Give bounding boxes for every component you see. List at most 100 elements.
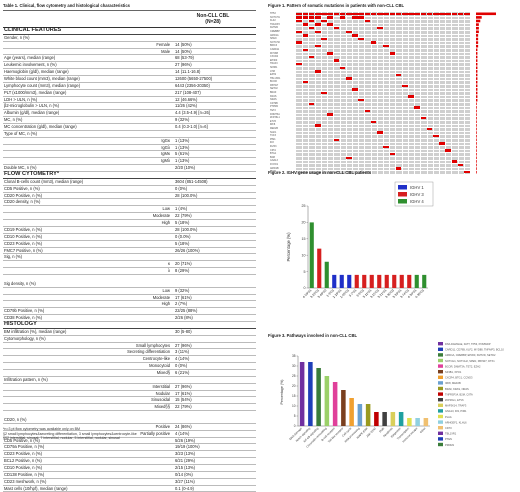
oncoprint-row-label: CREBBP [270,29,280,33]
table-row: Small lymphocytes 27 (96%) [3,343,256,350]
row-value: 5 (61%) [175,151,190,157]
mutation-cell [314,30,321,33]
legend-swatch [438,364,443,368]
row-label: CD23 Positive, n (%) [4,240,42,246]
table-row: β2-microglobulin > ULN, n (%) 11/26 (42%) [3,103,256,111]
oncoprint-col-divider [451,12,452,174]
oncoprint-col-divider [445,12,446,174]
oncoprint-col-divider [358,12,359,174]
mutation-cell [296,16,302,19]
row-label: Clonal B-cells count (mm3), median (rang… [4,178,84,184]
mutation-frequency-bar [476,113,477,116]
mutation-frequency-bar [476,66,478,70]
oncoprint-row-divider [296,58,470,60]
oncoprint-row-label: MEF2B [270,127,278,130]
row-label: Leukemic involvement, n (%) [4,62,57,68]
oncoprint-row-divider [296,148,470,150]
row-value: 5 (18%) [175,220,190,226]
table-section-header: CLINICAL FEATURES [3,27,256,35]
oncoprint-row-divider [296,94,470,96]
x-tick-label: 3-23*01 [309,288,320,299]
mutation-cell [352,88,358,91]
mutation-frequency-bar [476,106,477,109]
row-value: 1 (13%) [175,144,190,150]
legend-swatch [438,375,443,379]
oncoprint-row-label: IKZF3 [270,144,277,148]
table1: Non-CLL CBL (N=28) CLINICAL FEATURES Gend… [3,10,256,492]
row-label: Mast cells (10/hpf), median (range) [4,485,68,491]
mutation-frequency-bar [476,127,477,131]
y-tick-label: 0 [304,286,306,290]
row-label: CD10 Positive, n (%) [4,233,42,239]
oncoprint-row-divider [296,40,470,42]
oncoprint-row-label: FOXO1 [270,162,279,166]
table-row: CD23 meshwork, n (%) 3/27 (11%) [3,479,256,486]
mutation-cell [358,16,365,19]
mutation-cell [370,120,377,123]
oncoprint-col-divider [395,12,396,174]
row-value: 1 (13%) [175,158,190,164]
row-value: 5 (18%) [175,240,190,246]
oncoprint-row-label: EZH2 [270,73,277,77]
oncoprint-row-label: ARID1A [270,33,279,37]
row-value: 14 (50%) [175,41,192,47]
mutation-cell [321,19,327,23]
oncoprint-row-label: BTG1 [270,152,277,156]
table-row: Lymphocyte count (mm3), median (range) 64… [3,83,256,90]
table-row: λ 8 (29%) [3,268,256,275]
legend-swatch [438,409,443,413]
legend-swatch [438,403,443,407]
y-tick-label: 35 [292,354,296,358]
row-value: 8 (29%) [175,268,190,274]
mutation-cell [352,16,358,19]
y-tick-label: 5 [304,270,306,274]
oncoprint-row-divider [296,87,470,89]
bar [390,412,396,426]
mutation-frequency-bar [476,55,478,59]
table-row: CD23 Positive, n (%) 3/23 (13%) [3,451,256,459]
mutation-frequency-bar [476,156,477,160]
row-label: Nodular [155,390,170,396]
mutation-cell [346,30,352,33]
y-tick-label: 20 [292,384,296,388]
mutation-cell [308,27,315,30]
row-value: 217 (108-407) [175,89,201,95]
mutation-frequency-bar [476,41,479,44]
oncoprint-row-divider [296,138,470,139]
mutation-cell [420,12,427,15]
row-value: 6 (21%) [175,369,190,375]
row-value: 24 (86%) [175,423,192,429]
bar [374,412,379,426]
mutation-frequency-bar [476,124,477,127]
legend-swatch [438,370,443,374]
table-row: Nodular 17 (61%) [3,391,256,398]
mutation-frequency-bar [476,73,478,77]
mutation-cell [302,34,309,37]
row-value: 12 (46.66%) [175,96,198,102]
oncoprint-row-divider [296,112,470,114]
mutation-cell [389,12,396,15]
oncoprint-col-divider [345,12,347,174]
oncoprint-row-divider [296,26,470,27]
figure2-title: Figure 2. IGHV gene usage in non-CLL CBL… [268,170,372,175]
oncoprint-row-divider [296,141,470,143]
legend-label: CXCR4, BTG1, CCND3 [445,376,473,380]
mutation-cell [352,12,358,15]
oncoprint-row-divider [296,22,470,24]
table-row: Female 14 (50%) [3,42,256,49]
mutation-cell [333,138,340,141]
oncoprint-row-label: CARD11 [270,47,280,51]
legend-label: TNFRSF14, B2M, CIITA [445,392,473,396]
mutation-frequency-bar [476,170,477,174]
mutation-frequency-bar [476,59,478,62]
mutation-frequency-bar [476,30,479,34]
row-value: 27 (96%) [175,62,192,68]
row-label: CD20 Positive, n (%) [4,192,42,198]
row-value: 17 (61%) [175,294,192,300]
x-tick-label: 3-7*01 [348,288,358,298]
mutation-cell [314,12,321,15]
mutation-cell [346,156,352,159]
bar [382,412,387,426]
bar [317,248,322,288]
table-row: Centrocyte-like 4 (14%) [3,356,256,364]
